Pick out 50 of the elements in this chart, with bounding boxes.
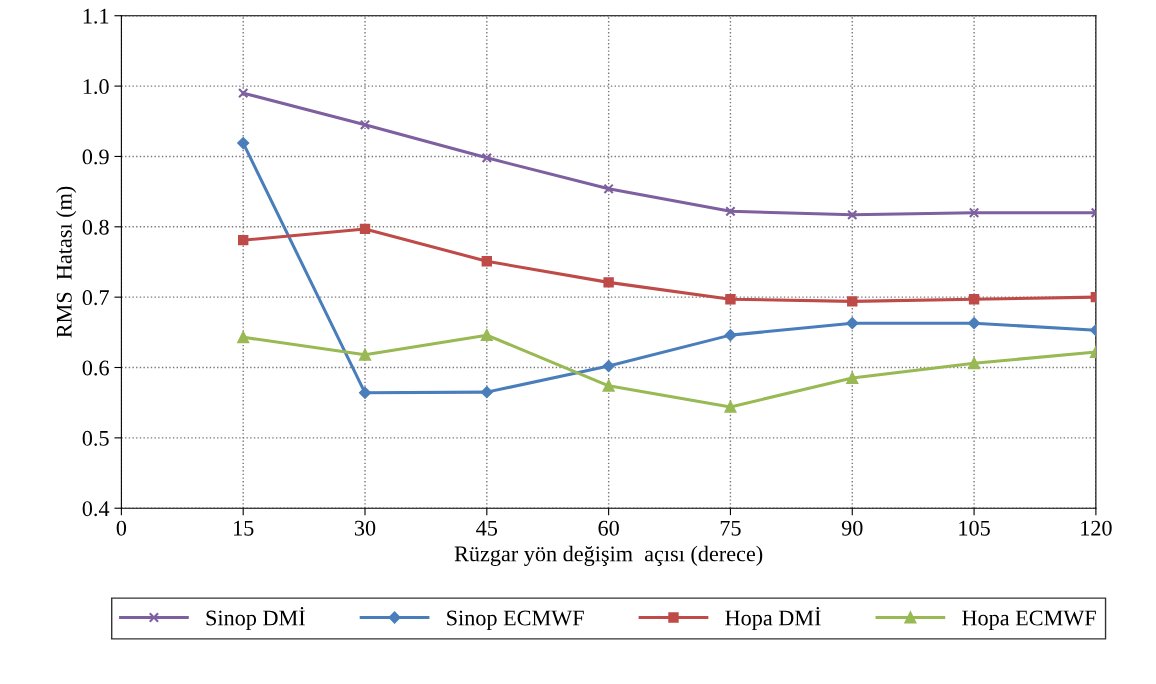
y-tick-label: 0.7 xyxy=(82,290,109,306)
legend-label: Hopa ECMWF xyxy=(962,610,1096,631)
y-tick-label: 1.1 xyxy=(83,8,109,24)
point xyxy=(846,317,859,330)
x-tick-label: 15 xyxy=(234,520,254,536)
point xyxy=(968,207,980,218)
point xyxy=(724,329,737,342)
point xyxy=(603,277,614,288)
point xyxy=(237,87,249,99)
point xyxy=(725,294,736,305)
y-tick-label: 0.8 xyxy=(82,219,109,235)
point xyxy=(359,348,371,361)
legend-label: Sinop DMİ xyxy=(206,607,305,631)
x-tick-label: 45 xyxy=(476,520,498,536)
x-tick-label: 120 xyxy=(1081,520,1112,536)
point xyxy=(725,206,736,217)
legend-label: Sinop ECMWF xyxy=(447,610,584,631)
point xyxy=(481,256,493,267)
x-axis-title: Rüzgar yön değişim açısı (derece) xyxy=(454,545,763,566)
x-tick-label: 75 xyxy=(720,520,741,536)
point xyxy=(359,223,371,235)
point xyxy=(237,331,250,344)
point xyxy=(968,317,981,330)
point xyxy=(237,234,249,246)
x-tick-label: 30 xyxy=(354,520,376,536)
legend-label: Hopa DMİ xyxy=(725,607,821,631)
point xyxy=(602,360,615,373)
y-tick-label: 1.0 xyxy=(83,79,109,95)
point xyxy=(480,329,493,342)
point xyxy=(847,296,858,307)
point xyxy=(359,386,371,399)
x-tick-label: 90 xyxy=(841,520,863,536)
x-tick-label: 105 xyxy=(959,520,990,536)
point xyxy=(480,386,493,399)
point xyxy=(602,379,615,392)
point xyxy=(846,372,859,384)
point xyxy=(847,209,858,221)
point xyxy=(603,183,614,195)
point xyxy=(359,119,371,130)
point xyxy=(968,294,980,305)
y-tick-label: 0.5 xyxy=(82,430,109,446)
y-tick-label: 0.9 xyxy=(82,149,109,165)
y-axis-title: RMS Hatası (m) xyxy=(56,186,77,338)
x-tick-label: 60 xyxy=(598,520,619,536)
point xyxy=(237,137,250,150)
y-tick-label: 0.6 xyxy=(82,360,109,376)
x-tick-label: 0 xyxy=(116,520,127,536)
point xyxy=(968,357,980,370)
point xyxy=(481,152,493,164)
y-tick-label: 0.4 xyxy=(82,501,110,517)
